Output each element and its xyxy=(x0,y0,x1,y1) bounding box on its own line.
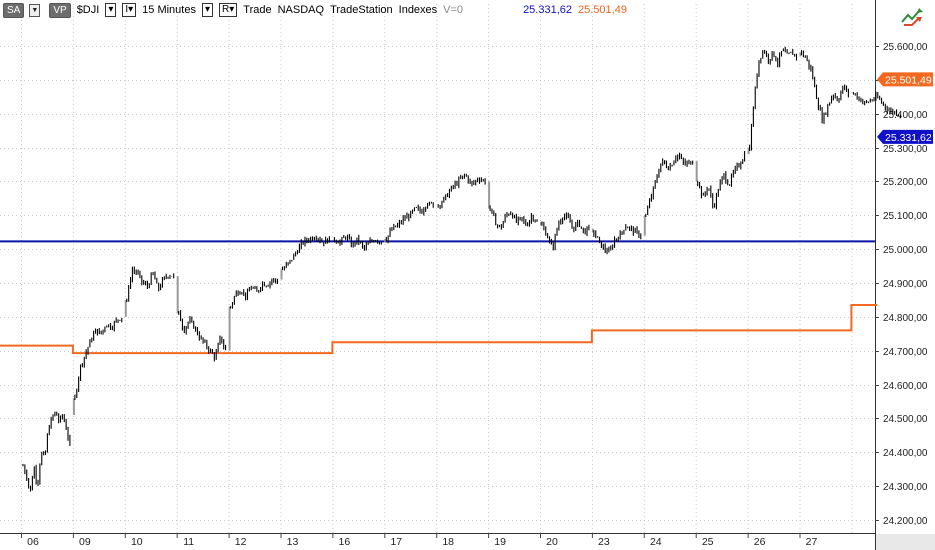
x-tick-label: 23 xyxy=(598,536,610,548)
axis-corner xyxy=(876,534,935,550)
y-tick-label: 24.900,00 xyxy=(883,279,928,290)
vp-label: VP xyxy=(53,4,67,16)
y-tick-label: 24.300,00 xyxy=(883,482,928,493)
exchange-label: NASDAQ xyxy=(277,4,325,16)
x-tick-label: 11 xyxy=(183,536,194,548)
price-tag-shape xyxy=(877,129,933,144)
price-tag-label: 25.331,62 xyxy=(885,132,932,144)
x-tick-label: 13 xyxy=(287,536,299,548)
sa-label: SA xyxy=(7,4,21,16)
range-menu-label: R xyxy=(222,4,230,15)
chart-toolbar: SA ▼ VP $DJI ▾ I ▾ 15 Minutes ▾ R ▾ Trade N… xyxy=(0,0,875,20)
sa-button[interactable]: SA xyxy=(3,2,25,18)
y-tick-label: 25.200,00 xyxy=(883,177,928,188)
y-tick-label: 25.400,00 xyxy=(883,110,928,121)
price-tag: 25.501,49 xyxy=(877,72,933,87)
range-menu-button[interactable]: R ▾ xyxy=(219,3,238,17)
sa-dropdown-icon[interactable]: ▼ xyxy=(29,3,41,17)
x-tick-label: 09 xyxy=(79,536,91,548)
price-tag-label: 25.501,49 xyxy=(885,74,932,86)
last-price-label: 25.331,62 xyxy=(523,4,572,16)
symbol-label[interactable]: $DJI xyxy=(76,4,100,16)
category-label: Indexes xyxy=(398,4,438,16)
line-price-label: 25.501,49 xyxy=(578,4,627,16)
x-tick-label: 20 xyxy=(546,536,558,548)
interval-menu-label: I xyxy=(125,4,129,15)
interval-label[interactable]: 15 Minutes xyxy=(142,4,196,16)
y-tick-label: 25.300,00 xyxy=(883,144,928,155)
price-tag: 25.331,62 xyxy=(877,129,933,144)
y-tick-label: 24.400,00 xyxy=(883,448,928,459)
x-tick-label: 27 xyxy=(806,536,818,548)
x-tick-label: 26 xyxy=(754,536,766,548)
grid xyxy=(0,4,875,533)
x-tick-label: 12 xyxy=(235,536,247,548)
y-tick-label: 24.500,00 xyxy=(883,414,928,425)
x-tick-label: 19 xyxy=(494,536,506,548)
interval-menu-button[interactable]: I ▾ xyxy=(122,3,137,17)
source-label: TradeStation xyxy=(330,4,393,16)
volume-label: V=0 xyxy=(443,4,464,16)
y-tick-label: 25.600,00 xyxy=(883,42,928,53)
x-tick-label: 24 xyxy=(650,536,662,548)
data-type-label: Trade xyxy=(243,4,272,16)
y-tick-label: 25.000,00 xyxy=(883,245,928,256)
x-tick-label: 25 xyxy=(702,536,714,548)
y-tick-label: 24.800,00 xyxy=(883,313,928,324)
x-tick-label: 06 xyxy=(27,536,39,548)
interval-dropdown-button[interactable]: ▾ xyxy=(105,3,117,17)
vp-button[interactable]: VP xyxy=(49,2,71,18)
y-tick-label: 24.600,00 xyxy=(883,381,928,392)
orange-step-line xyxy=(0,304,878,355)
y-tick-label: 25.100,00 xyxy=(883,211,928,222)
chart-trend-arrows-icon[interactable] xyxy=(900,6,926,28)
price-bars xyxy=(22,46,901,492)
plot-area xyxy=(0,4,875,533)
x-tick-label: 10 xyxy=(131,536,143,548)
x-tick-label: 17 xyxy=(390,536,402,548)
y-tick-label: 24.700,00 xyxy=(883,347,928,358)
x-tick-label: 18 xyxy=(442,536,454,548)
x-tick-label: 16 xyxy=(339,536,351,548)
y-tick-label: 24.200,00 xyxy=(883,516,928,527)
price-tag-shape xyxy=(877,72,933,87)
interval-select-button[interactable]: ▾ xyxy=(201,3,213,17)
